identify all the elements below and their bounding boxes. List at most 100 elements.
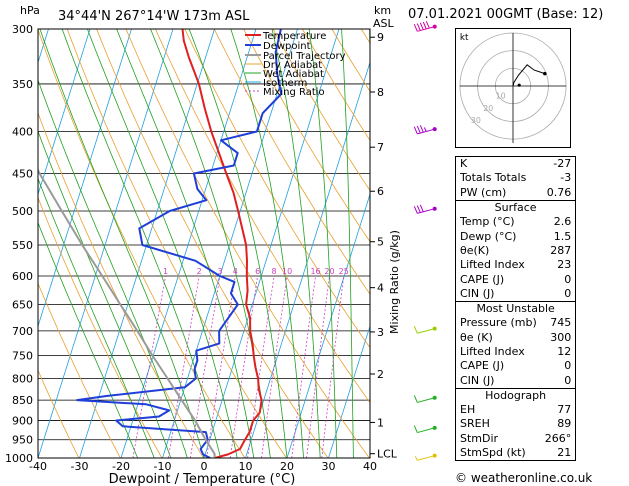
param-value: 77 [540,403,577,418]
x-tick-8: 40 [363,460,377,473]
wet-adiabat--16 [38,221,138,458]
hodograph-unit-label: kt [460,33,469,43]
mixing-ratio-label-20: 20 [324,267,334,276]
pressure-tick-600: 600 [12,270,33,283]
param-row: StmSpd (kt) 21 [454,445,577,462]
wind-barb-300 [413,21,437,32]
param-value: 0 [540,373,577,389]
param-value: 23 [540,258,577,273]
mixing-ratio-label-6: 6 [255,267,260,276]
wind-barb-shaft [417,397,435,403]
pressure-tick-450: 450 [12,167,33,180]
isotherm-10 [245,61,370,458]
param-value: 0 [540,359,577,374]
hodograph-end-point [543,71,547,76]
mixing-ratio-label-16: 16 [310,267,320,276]
param-value: 1.5 [540,229,577,244]
param-row: Lifted Index 23 [454,258,577,273]
param-label: SREH [454,417,541,432]
index-row: PW (cm) 0.76 [454,185,577,201]
wind-barb-flag [416,23,421,31]
legend-parcel: Parcel Trajectory [263,51,346,62]
hodograph-ring-label-20: 20 [483,104,493,113]
param-label: θe (K) [454,330,541,345]
mixing-ratio-label-25: 25 [339,267,349,276]
km-tick-9: 9 [377,31,384,44]
param-row: Pressure (mb) 745 [454,316,577,331]
wind-barb-400 [413,125,437,135]
wet-adiabat-32 [308,29,338,458]
wind-barb-head [432,24,437,29]
param-label: CIN (J) [454,286,541,302]
param-value: 2.6 [540,215,577,230]
asl-label: ASL [373,17,395,30]
dry-adiabat-263 [38,196,163,458]
km-tick-2: 2 [377,368,384,381]
wind-barb-flag [416,205,421,213]
index-label: PW (cm) [454,185,541,201]
index-value: -3 [540,171,577,186]
pressure-tick-700: 700 [12,325,33,338]
km-tick-LCL: LCL [377,448,398,461]
wind-barb-flag [413,24,418,32]
legend: Temperature Dewpoint Parcel Trajectory D… [245,31,346,98]
dry-adiabat-363 [272,29,370,192]
section-title-text: Hodograph [454,387,577,404]
wind-barb-850 [413,395,437,403]
param-value: 12 [540,344,577,360]
mixing-ratio-axis-label: Mixing Ratio (g/kg) [388,230,401,334]
section-title-text: Surface [454,199,577,216]
section-title-text: Most Unstable [454,300,577,317]
x-tick-0: -40 [29,460,47,473]
series-temperature [181,29,263,458]
km-tick-7: 7 [377,141,384,154]
param-row: θe (K) 300 [454,330,577,345]
mixing-ratio-line-10 [261,275,288,458]
param-value: 0 [540,286,577,302]
dry-adiabat-283 [38,29,246,458]
param-row: Temp (°C) 2.6 [454,215,577,230]
param-label: Lifted Index [454,344,541,360]
wind-barb-flag [413,126,418,135]
isotherm-0 [203,29,340,458]
wet-adiabat-4 [61,29,221,458]
param-row: CIN (J) 0 [454,373,577,389]
pressure-tick-750: 750 [12,349,33,362]
isotherm--60 [38,29,91,196]
wind-barb-half-flag [423,127,427,132]
dry-adiabat-353 [243,29,370,243]
wind-barb-flag [419,22,424,30]
wet-adiabat-28 [271,29,321,458]
mixing-ratio-line-16 [291,275,316,458]
mixing-ratio-label-8: 8 [271,267,276,276]
param-row: CAPE (J) 0 [454,359,577,374]
param-row: SREH 89 [454,417,577,432]
mixing-ratio-line-25 [321,275,345,458]
legend-temperature: Temperature [262,31,326,42]
legend-mixing-ratio: Mixing Ratio [263,87,325,98]
param-value: 266° [540,431,577,446]
mixing-ratio-label-2: 2 [197,267,202,276]
index-label: K [454,156,541,172]
param-label: θe(K) [454,243,541,259]
dry-adiabat-313 [125,29,370,458]
datetime-label: 07.01.2021 00GMT (Base: 12) [408,7,604,22]
hodograph-ring-label-30: 30 [471,116,481,125]
dry-adiabat-343 [213,29,370,295]
hpa-label: hPa [20,4,40,17]
plot-frame [37,28,371,459]
pressure-tick-350: 350 [12,78,33,91]
mixing-ratio-label-4: 4 [233,267,238,276]
pressure-tick-1000: 1000 [5,452,33,465]
param-label: Lifted Index [454,258,541,273]
x-tick-1: -30 [71,460,89,473]
wind-barb-flag [419,125,424,133]
index-row: K -27 [454,156,577,172]
mixing-ratio-label-3: 3 [217,267,222,276]
wind-barb-flag [419,204,424,212]
wet-adiabat-16 [150,29,271,458]
pressure-tick-850: 850 [12,394,33,407]
section-title: Most Unstable [454,300,577,317]
